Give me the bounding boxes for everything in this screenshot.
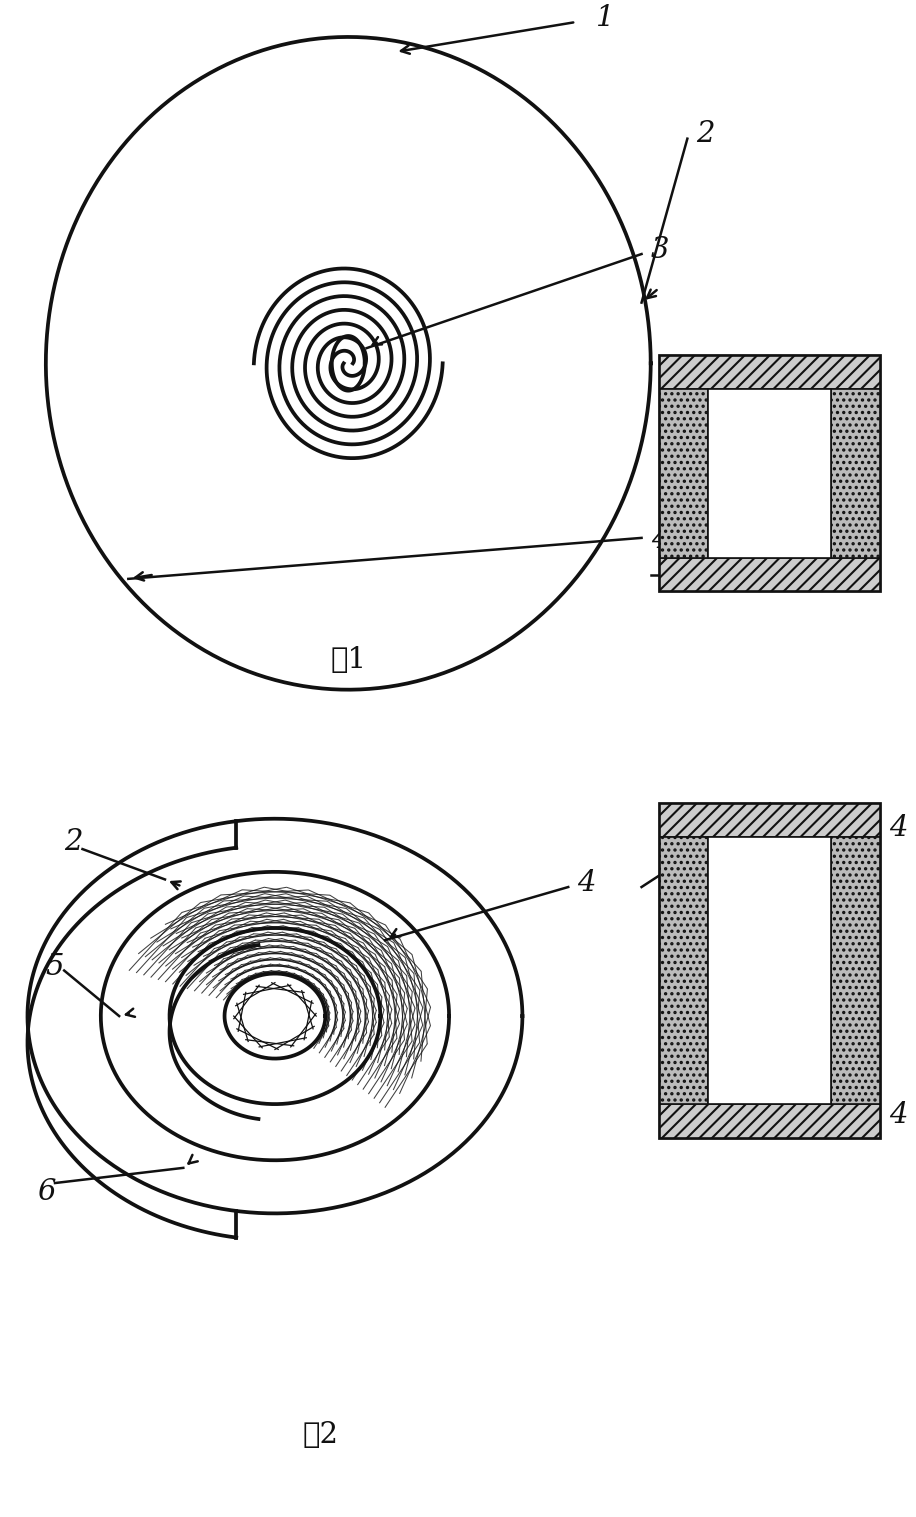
Bar	[831, 390, 879, 558]
Text: 4: 4	[889, 813, 907, 842]
Text: 1: 1	[595, 5, 614, 32]
Bar	[660, 804, 879, 1138]
Text: 2: 2	[64, 828, 82, 856]
Bar	[660, 356, 879, 390]
Bar	[708, 390, 831, 558]
Bar	[708, 837, 831, 1104]
Text: 5: 5	[46, 953, 64, 980]
Text: 4: 4	[650, 526, 669, 554]
Bar	[831, 837, 879, 1104]
Bar	[660, 837, 708, 1104]
Bar	[660, 804, 879, 837]
Bar	[660, 558, 879, 592]
Text: 图1: 图1	[330, 646, 366, 674]
Text: 4: 4	[577, 869, 595, 897]
Text: 2: 2	[696, 120, 714, 147]
Bar	[660, 390, 708, 558]
Text: 6: 6	[37, 1177, 55, 1204]
Bar	[660, 356, 879, 592]
Bar	[660, 1104, 879, 1138]
Text: 图2: 图2	[302, 1420, 339, 1447]
Text: 4: 4	[889, 1100, 907, 1129]
Text: 3: 3	[650, 237, 669, 264]
